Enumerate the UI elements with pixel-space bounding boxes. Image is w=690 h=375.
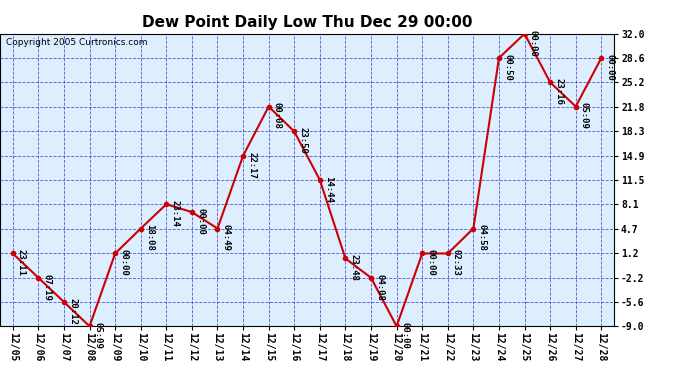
Text: Copyright 2005 Curtronics.com: Copyright 2005 Curtronics.com [6, 38, 148, 47]
Text: 00:00: 00:00 [196, 208, 205, 235]
Text: 20:12: 20:12 [68, 298, 77, 325]
Text: 22:17: 22:17 [247, 152, 256, 178]
Text: 00:08: 00:08 [273, 102, 282, 129]
Text: 23:14: 23:14 [170, 200, 179, 227]
Text: 23:11: 23:11 [17, 249, 26, 276]
Text: 23:50: 23:50 [298, 128, 308, 154]
Text: 07:19: 07:19 [43, 274, 52, 300]
Text: 00:50: 00:50 [503, 54, 512, 81]
Text: 23:48: 23:48 [350, 254, 359, 281]
Text: 18:08: 18:08 [145, 224, 154, 251]
Text: 00:00: 00:00 [426, 249, 435, 276]
Text: 00:00: 00:00 [605, 54, 615, 81]
Text: 14:44: 14:44 [324, 176, 333, 203]
Text: 00:00: 00:00 [119, 249, 128, 276]
Text: 05:09: 05:09 [94, 322, 103, 349]
Text: 04:08: 04:08 [375, 274, 384, 300]
Text: 04:58: 04:58 [477, 224, 486, 251]
Text: 02:33: 02:33 [452, 249, 461, 276]
Text: 04:49: 04:49 [221, 224, 230, 251]
Text: 00:00: 00:00 [529, 30, 538, 57]
Text: 00:00: 00:00 [401, 322, 410, 349]
Text: Dew Point Daily Low Thu Dec 29 00:00: Dew Point Daily Low Thu Dec 29 00:00 [142, 15, 472, 30]
Text: 23:16: 23:16 [554, 78, 563, 105]
Text: 05:09: 05:09 [580, 102, 589, 129]
